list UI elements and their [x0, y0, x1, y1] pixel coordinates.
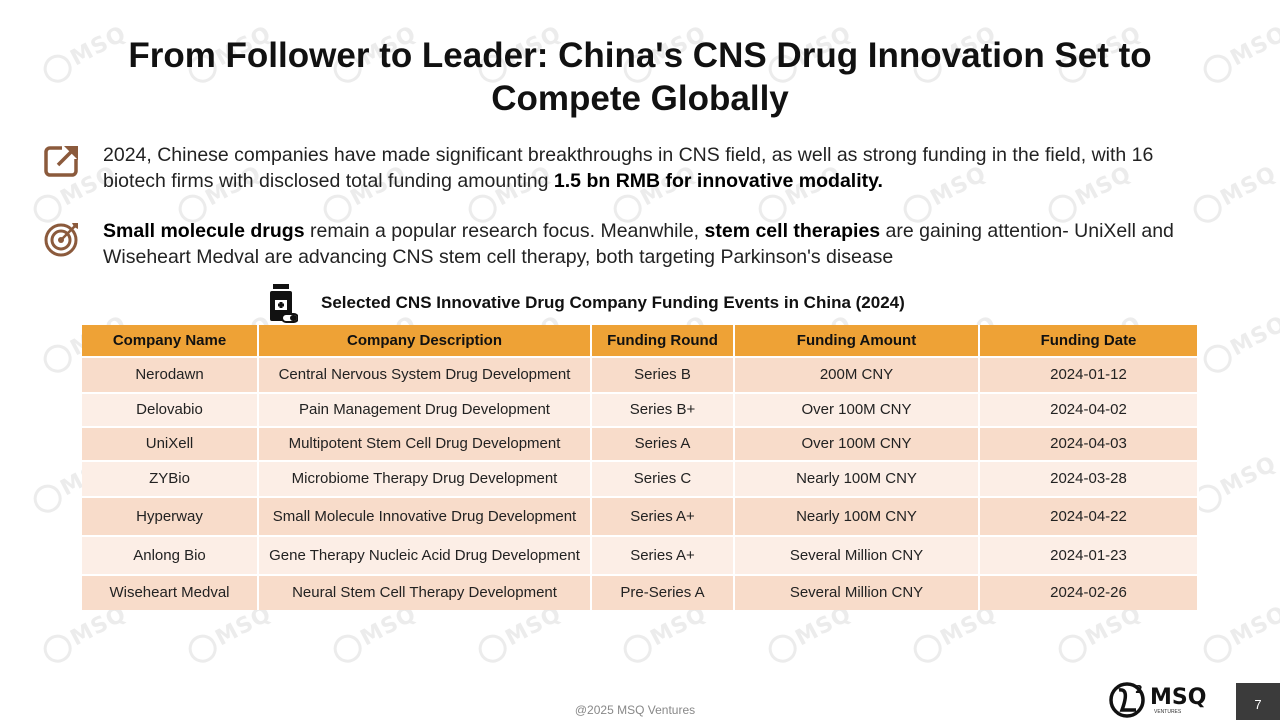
cell-date: 2024-04-03	[979, 426, 1199, 461]
cell-description: Microbiome Therapy Drug Development	[258, 460, 592, 497]
cell-company: Hyperway	[82, 496, 259, 536]
msq-logo: 2 MSQ VENTURES	[1108, 680, 1212, 718]
cell-description: Multipotent Stem Cell Drug Development	[258, 426, 592, 461]
cell-description: Pain Management Drug Development	[258, 392, 592, 427]
cell-company: Anlong Bio	[82, 535, 259, 575]
watermark-logo: MSQ	[328, 600, 422, 668]
table-header-row: Company Name Company Description Funding…	[82, 325, 1199, 357]
watermark-logo: MSQ	[1053, 600, 1147, 668]
column-header-description: Company Description	[258, 325, 592, 357]
cell-amount: Several Million CNY	[734, 574, 980, 610]
column-header-company: Company Name	[82, 325, 259, 357]
logo-text: MSQ	[1150, 685, 1207, 710]
bullet-modality: Small molecule drugs remain a popular re…	[44, 218, 1204, 270]
table-row: Delovabio Pain Management Drug Developme…	[82, 392, 1199, 427]
watermark-logo: MSQ	[473, 600, 567, 668]
cell-company: UniXell	[82, 426, 259, 461]
watermark-logo: MSQ	[1198, 600, 1280, 668]
medicine-bottle-icon	[268, 284, 299, 329]
page-number: 7	[1236, 683, 1280, 720]
cell-company: Wiseheart Medval	[82, 574, 259, 610]
cell-round: Series A+	[591, 496, 735, 536]
cell-amount: 200M CNY	[734, 356, 980, 393]
watermark-logo: MSQ	[183, 600, 277, 668]
cell-date: 2024-02-26	[979, 574, 1199, 610]
column-header-round: Funding Round	[591, 325, 735, 357]
page-title: From Follower to Leader: China's CNS Dru…	[128, 36, 1152, 118]
cell-date: 2024-03-28	[979, 460, 1199, 497]
cell-round: Series A	[591, 426, 735, 461]
logo-subtext: VENTURES	[1154, 709, 1182, 715]
target-icon	[44, 221, 80, 257]
cell-amount: Over 100M CNY	[734, 426, 980, 461]
watermark-logo: MSQ	[763, 600, 857, 668]
cell-round: Series B+	[591, 392, 735, 427]
column-header-date: Funding Date	[979, 325, 1199, 357]
cell-amount: Over 100M CNY	[734, 392, 980, 427]
bullet-text: 2024, Chinese companies have made signif…	[103, 144, 1154, 192]
cell-amount: Nearly 100M CNY	[734, 460, 980, 497]
cell-description: Gene Therapy Nucleic Acid Drug Developme…	[258, 535, 592, 575]
funding-table: Company Name Company Description Funding…	[82, 325, 1199, 610]
cell-round: Series B	[591, 356, 735, 393]
watermark-logo: MSQ	[1198, 310, 1280, 378]
table-row: Hyperway Small Molecule Innovative Drug …	[82, 496, 1199, 536]
cell-date: 2024-04-22	[979, 496, 1199, 536]
column-header-amount: Funding Amount	[734, 325, 980, 357]
cell-date: 2024-01-23	[979, 535, 1199, 575]
table-row: Nerodawn Central Nervous System Drug Dev…	[82, 356, 1199, 393]
cell-round: Series A+	[591, 535, 735, 575]
cell-description: Central Nervous System Drug Development	[258, 356, 592, 393]
table-caption: Selected CNS Innovative Drug Company Fun…	[321, 293, 905, 312]
table-row: UniXell Multipotent Stem Cell Drug Devel…	[82, 426, 1199, 461]
cell-round: Pre-Series A	[591, 574, 735, 610]
cell-amount: Nearly 100M CNY	[734, 496, 980, 536]
cell-round: Series C	[591, 460, 735, 497]
cell-date: 2024-04-02	[979, 392, 1199, 427]
table-row: ZYBio Microbiome Therapy Drug Developmen…	[82, 460, 1199, 497]
cell-company: Nerodawn	[82, 356, 259, 393]
cell-company: ZYBio	[82, 460, 259, 497]
svg-text:2: 2	[1135, 683, 1143, 696]
cell-company: Delovabio	[82, 392, 259, 427]
cell-date: 2024-01-12	[979, 356, 1199, 393]
cell-description: Neural Stem Cell Therapy Development	[258, 574, 592, 610]
watermark-logo: MSQ	[908, 600, 1002, 668]
watermark-logo: MSQ	[618, 600, 712, 668]
bullet-funding: 2024, Chinese companies have made signif…	[44, 142, 1204, 194]
logo-mark-icon: 2	[1108, 680, 1150, 723]
table-row: Anlong Bio Gene Therapy Nucleic Acid Dru…	[82, 535, 1199, 575]
cell-amount: Several Million CNY	[734, 535, 980, 575]
table-row: Wiseheart Medval Neural Stem Cell Therap…	[82, 574, 1199, 610]
cell-description: Small Molecule Innovative Drug Developme…	[258, 496, 592, 536]
footer-copyright: @2025 MSQ Ventures	[574, 703, 696, 717]
export-icon	[44, 142, 80, 178]
bullet-text: Small molecule drugs remain a popular re…	[103, 220, 1174, 268]
table-heading: Selected CNS Innovative Drug Company Fun…	[268, 284, 1028, 324]
watermark-logo: MSQ	[1188, 450, 1280, 518]
watermark-logo: MSQ	[38, 600, 132, 668]
